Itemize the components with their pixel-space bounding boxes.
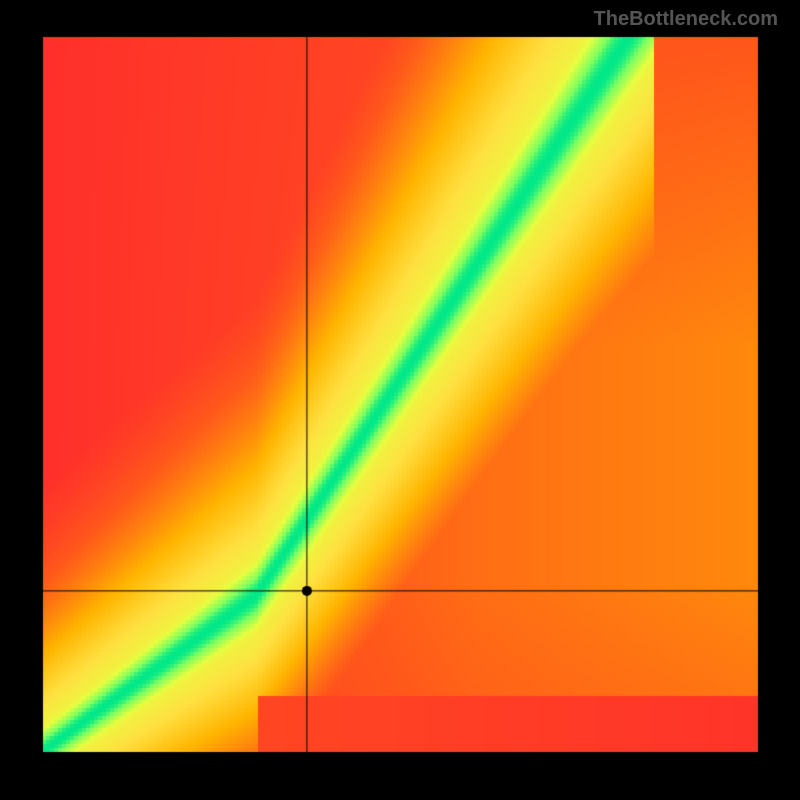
heatmap-canvas bbox=[0, 0, 800, 800]
chart-container: TheBottleneck.com bbox=[0, 0, 800, 800]
attribution-label: TheBottleneck.com bbox=[594, 8, 778, 31]
